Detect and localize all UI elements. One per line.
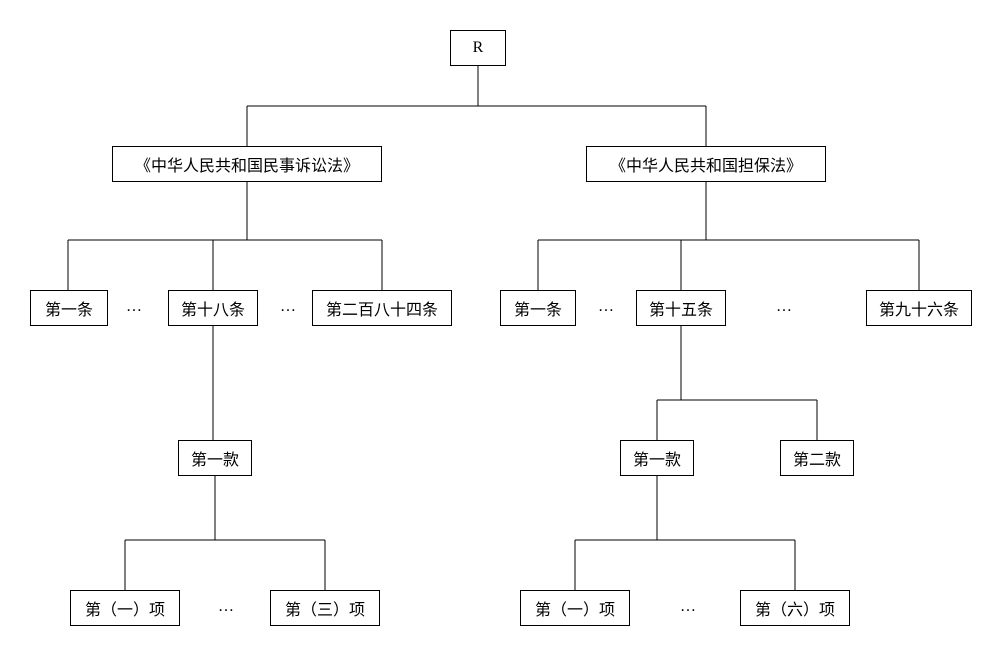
tree-ellipsis: … [598, 298, 614, 316]
tree-level4-node: 第（三）项 [270, 590, 380, 626]
tree-ellipsis: … [218, 598, 234, 616]
tree-level2-node: 第九十六条 [866, 290, 972, 326]
tree-ellipsis: … [776, 298, 792, 316]
tree-ellipsis: … [280, 298, 296, 316]
tree-level2-node: 第一条 [30, 290, 108, 326]
tree-root-node: R [450, 30, 506, 66]
tree-ellipsis: … [680, 598, 696, 616]
tree-ellipsis: … [126, 298, 142, 316]
tree-connectors [0, 0, 1000, 663]
tree-level4-node: 第（一）项 [520, 590, 630, 626]
tree-level2-node: 第一条 [500, 290, 576, 326]
tree-level1-node: 《中华人民共和国担保法》 [586, 146, 826, 182]
tree-level3-node: 第二款 [780, 440, 854, 476]
tree-level3-node: 第一款 [178, 440, 252, 476]
tree-level2-node: 第二百八十四条 [312, 290, 452, 326]
tree-level3-node: 第一款 [620, 440, 694, 476]
tree-level1-node: 《中华人民共和国民事诉讼法》 [112, 146, 382, 182]
tree-level2-node: 第十五条 [636, 290, 726, 326]
tree-level4-node: 第（六）项 [740, 590, 850, 626]
tree-level2-node: 第十八条 [168, 290, 258, 326]
tree-level4-node: 第（一）项 [70, 590, 180, 626]
